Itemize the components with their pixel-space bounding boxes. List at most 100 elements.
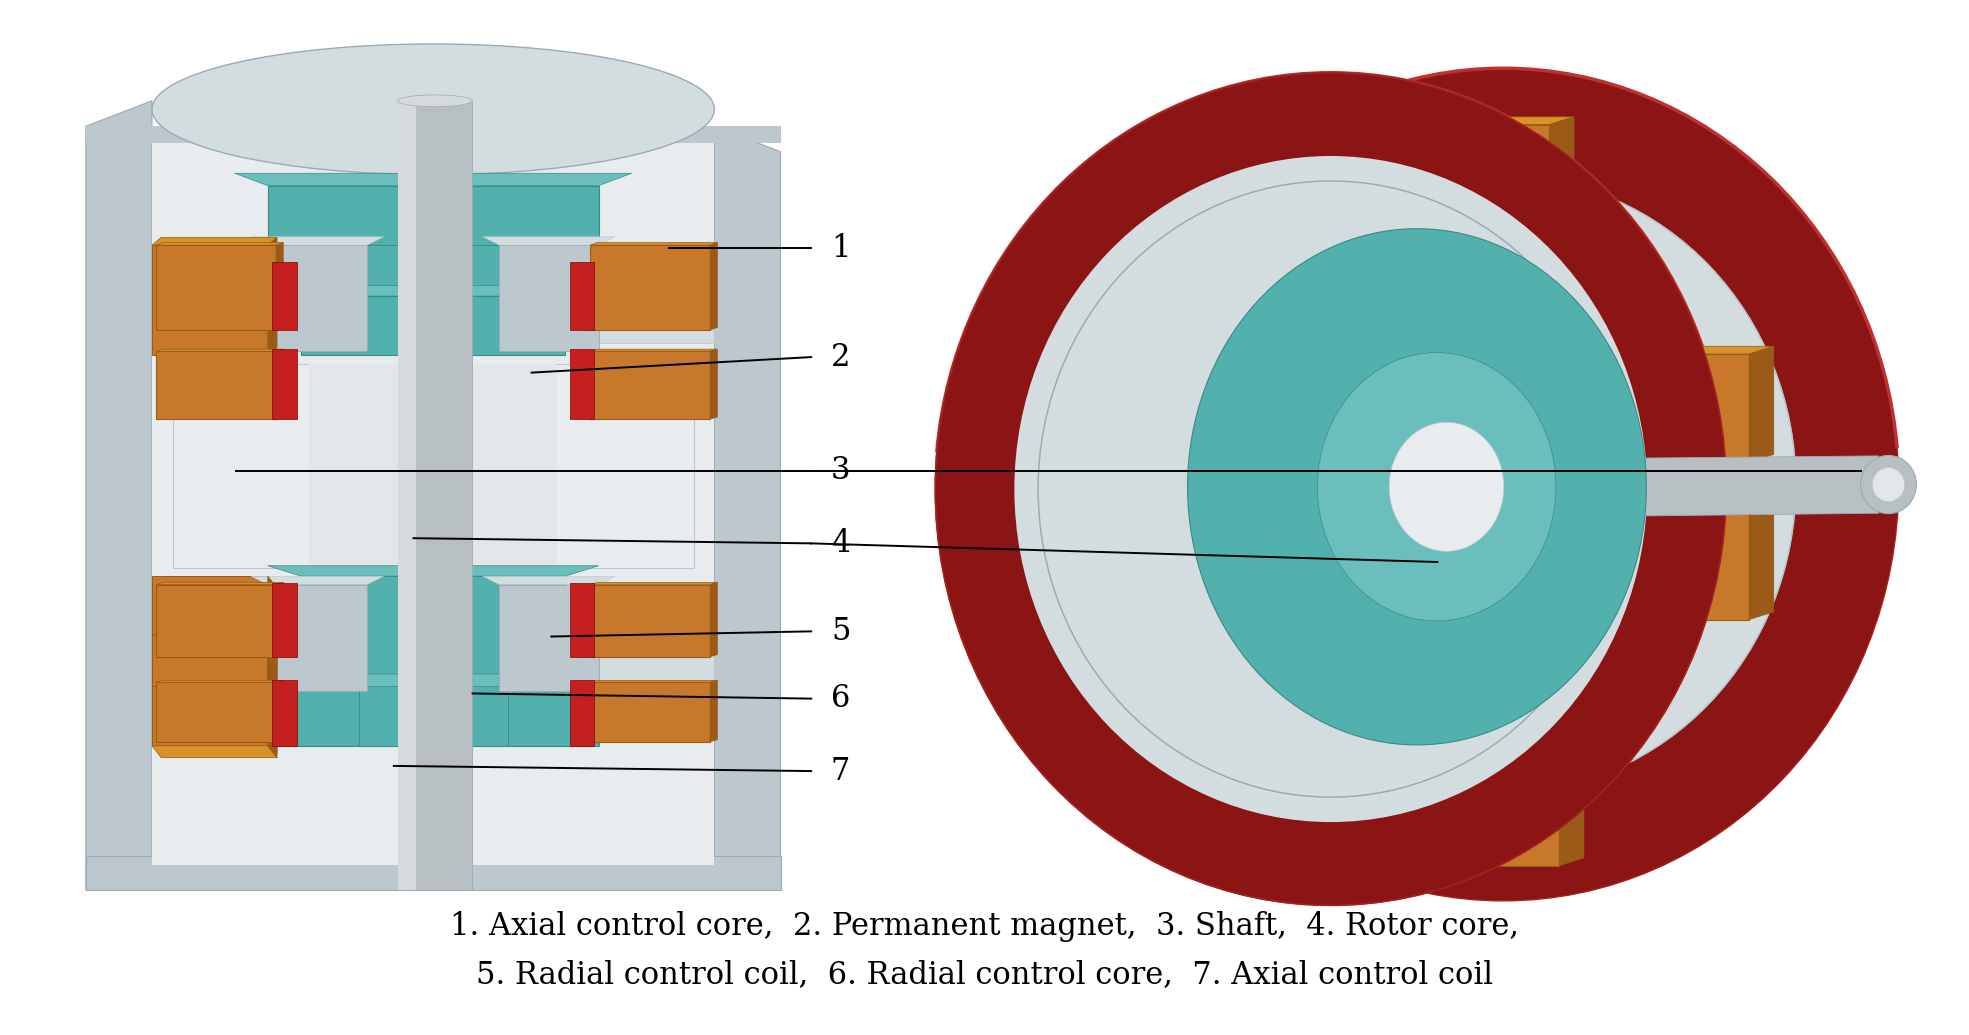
Ellipse shape (1014, 156, 1648, 822)
Text: 3: 3 (831, 455, 851, 486)
Polygon shape (1445, 455, 1878, 519)
Polygon shape (482, 576, 614, 585)
Polygon shape (711, 583, 717, 656)
Polygon shape (152, 237, 278, 245)
Ellipse shape (1390, 422, 1504, 552)
Polygon shape (152, 632, 278, 635)
Polygon shape (1069, 505, 1168, 511)
Polygon shape (268, 576, 278, 758)
Polygon shape (268, 585, 366, 690)
Polygon shape (276, 583, 284, 656)
Polygon shape (1617, 462, 1715, 511)
Polygon shape (156, 245, 276, 330)
Text: 7: 7 (831, 756, 851, 787)
Polygon shape (1748, 347, 1774, 463)
Polygon shape (152, 593, 317, 682)
Polygon shape (1274, 758, 1394, 865)
Polygon shape (1670, 511, 1748, 620)
Text: 1. Axial control core,  2. Permanent magnet,  3. Shaft,  4. Rotor core,: 1. Axial control core, 2. Permanent magn… (451, 911, 1518, 942)
Polygon shape (152, 635, 268, 746)
Polygon shape (156, 680, 284, 682)
Polygon shape (268, 237, 278, 355)
Polygon shape (276, 349, 284, 419)
Polygon shape (272, 262, 297, 330)
Polygon shape (1441, 758, 1559, 865)
Polygon shape (482, 237, 614, 245)
Polygon shape (234, 173, 632, 185)
Polygon shape (87, 100, 152, 890)
Ellipse shape (1873, 468, 1904, 502)
Polygon shape (156, 351, 276, 419)
Polygon shape (1284, 124, 1384, 241)
Polygon shape (252, 237, 384, 245)
Polygon shape (591, 583, 717, 585)
Polygon shape (268, 566, 599, 576)
Polygon shape (268, 245, 366, 351)
Polygon shape (715, 126, 780, 890)
Polygon shape (1284, 117, 1408, 124)
Polygon shape (152, 635, 268, 686)
Text: 6: 6 (831, 683, 851, 714)
Polygon shape (301, 296, 565, 355)
Polygon shape (1148, 505, 1168, 612)
Ellipse shape (1390, 422, 1504, 552)
Polygon shape (272, 349, 297, 419)
Polygon shape (156, 242, 284, 245)
Polygon shape (1451, 117, 1573, 124)
Text: 5. Radial control coil,  6. Radial control core,  7. Axial control coil: 5. Radial control coil, 6. Radial contro… (476, 959, 1493, 990)
Polygon shape (591, 351, 711, 419)
Polygon shape (309, 364, 557, 567)
Ellipse shape (1038, 181, 1622, 797)
Polygon shape (1069, 356, 1168, 362)
Polygon shape (156, 583, 284, 585)
Polygon shape (268, 635, 278, 753)
Polygon shape (173, 364, 693, 567)
Polygon shape (156, 682, 276, 741)
Polygon shape (711, 242, 717, 330)
Polygon shape (276, 242, 284, 330)
Ellipse shape (935, 72, 1727, 906)
Polygon shape (711, 349, 717, 419)
Text: 5: 5 (831, 616, 851, 647)
Ellipse shape (935, 72, 1727, 906)
Polygon shape (591, 680, 717, 682)
Ellipse shape (1187, 229, 1646, 745)
Polygon shape (234, 674, 632, 686)
Polygon shape (358, 576, 508, 746)
Polygon shape (569, 680, 595, 746)
Polygon shape (1559, 749, 1583, 865)
Polygon shape (1441, 749, 1583, 758)
Polygon shape (268, 632, 278, 686)
Polygon shape (156, 585, 276, 656)
Polygon shape (1451, 124, 1550, 241)
Polygon shape (1368, 724, 1467, 774)
Polygon shape (591, 242, 717, 245)
Polygon shape (358, 245, 508, 296)
Polygon shape (591, 245, 711, 330)
Polygon shape (500, 585, 599, 690)
Ellipse shape (1211, 177, 1796, 793)
Ellipse shape (1109, 68, 1898, 900)
Polygon shape (549, 593, 715, 682)
Polygon shape (152, 245, 268, 355)
Polygon shape (711, 680, 717, 741)
Polygon shape (268, 686, 599, 746)
Ellipse shape (1317, 353, 1556, 621)
Polygon shape (569, 349, 595, 419)
Polygon shape (569, 262, 595, 330)
Polygon shape (1394, 749, 1418, 865)
Polygon shape (268, 286, 599, 296)
Polygon shape (87, 126, 780, 143)
Polygon shape (591, 585, 711, 656)
Polygon shape (1384, 117, 1408, 241)
Polygon shape (152, 746, 278, 758)
Polygon shape (1148, 356, 1168, 462)
Polygon shape (87, 856, 780, 890)
Polygon shape (301, 576, 565, 635)
Text: 2: 2 (831, 342, 851, 373)
Ellipse shape (1187, 229, 1646, 745)
Polygon shape (272, 680, 297, 746)
Ellipse shape (1317, 353, 1556, 621)
Polygon shape (1670, 347, 1774, 354)
Polygon shape (272, 583, 297, 656)
